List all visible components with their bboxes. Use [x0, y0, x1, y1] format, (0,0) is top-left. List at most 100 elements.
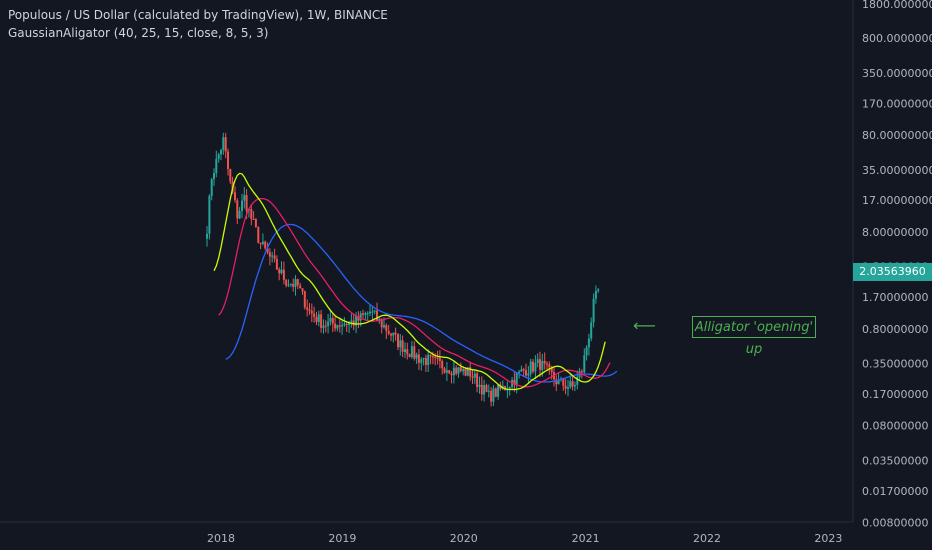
candle [441, 359, 444, 375]
y-tick-label: 80.00000000 [862, 129, 932, 142]
candle [350, 313, 353, 328]
candle [278, 267, 281, 281]
candle [362, 309, 364, 319]
candle [597, 288, 600, 293]
candle [217, 152, 220, 163]
candle [334, 315, 337, 332]
candle [543, 352, 546, 370]
candle [476, 370, 479, 393]
y-tick-label: 8.00000000 [862, 226, 928, 239]
candle [327, 313, 330, 334]
candle [252, 211, 255, 220]
candle [438, 350, 441, 369]
candle [282, 261, 285, 285]
y-tick-label: 0.01700000 [862, 485, 928, 498]
candle [215, 150, 218, 178]
candle [387, 324, 390, 336]
x-tick-label: 2022 [693, 532, 721, 545]
candle [264, 240, 267, 251]
candle [280, 261, 283, 275]
candle [594, 285, 597, 304]
candle [224, 132, 227, 159]
candle [313, 306, 316, 323]
candle [546, 361, 548, 371]
candle [583, 348, 586, 375]
candle [487, 384, 490, 398]
candle [452, 360, 455, 384]
alligator-lines [213, 172, 618, 391]
candle [357, 311, 360, 329]
candle [408, 353, 411, 358]
candle [234, 186, 236, 203]
candle [301, 288, 304, 295]
chart-title[interactable]: Populous / US Dollar (calculated by Trad… [8, 8, 388, 22]
candle [413, 341, 416, 361]
candle [532, 359, 534, 374]
candle [494, 387, 497, 398]
candle [394, 327, 397, 341]
candle [590, 317, 593, 342]
candle [520, 365, 523, 372]
candle [227, 148, 229, 176]
y-tick-label: 1.70000000 [862, 291, 928, 304]
candle [250, 203, 253, 226]
series-line-jaw [225, 223, 618, 383]
candle [553, 366, 555, 387]
candle [392, 332, 395, 343]
candle [236, 198, 239, 225]
candle [289, 283, 292, 288]
candle [261, 233, 264, 246]
candle [420, 357, 423, 371]
candle [268, 248, 271, 266]
y-tick-label: 0.35000000 [862, 358, 928, 371]
candle [303, 290, 306, 310]
candle [273, 248, 276, 263]
candle [587, 333, 590, 356]
candle [275, 255, 278, 270]
candle [380, 318, 383, 334]
candle [410, 340, 413, 359]
series-line-teeth [218, 197, 611, 388]
y-tick-label: 0.08000000 [862, 420, 928, 433]
candle [296, 278, 299, 290]
candle [492, 385, 495, 406]
y-tick-label: 170.00000000 [862, 97, 932, 110]
candle [567, 379, 569, 397]
candle [483, 379, 486, 402]
last-price-badge: 2.03563960 [853, 263, 932, 281]
candle [385, 323, 388, 340]
candle [471, 369, 474, 384]
candle [338, 317, 341, 333]
candle [364, 311, 367, 320]
y-tick-label: 0.00800000 [862, 517, 928, 530]
candle [399, 334, 402, 356]
indicator-legend[interactable]: GaussianAligator (40, 25, 15, close, 8, … [8, 26, 269, 40]
x-tick-label: 2020 [450, 532, 478, 545]
candle [571, 376, 574, 391]
candle [415, 352, 418, 364]
candle [322, 319, 325, 334]
candle [229, 168, 232, 185]
candle [469, 361, 472, 381]
candle [259, 242, 262, 250]
candle [206, 226, 208, 247]
x-tick-label: 2018 [207, 532, 235, 545]
candle [285, 278, 288, 288]
candle [390, 332, 392, 341]
candle [336, 324, 339, 332]
candle [371, 305, 374, 320]
y-tick-label: 35.00000000 [862, 164, 932, 177]
candle [459, 362, 462, 373]
candle [308, 303, 311, 315]
x-tick-label: 2019 [328, 532, 356, 545]
candles [206, 132, 600, 407]
candle [287, 279, 290, 288]
candle [257, 226, 260, 244]
candle [254, 218, 257, 228]
y-tick-label: 17.00000000 [862, 194, 932, 207]
candle [406, 342, 409, 360]
candle [527, 366, 530, 383]
candle [445, 362, 448, 381]
candle [427, 349, 430, 372]
